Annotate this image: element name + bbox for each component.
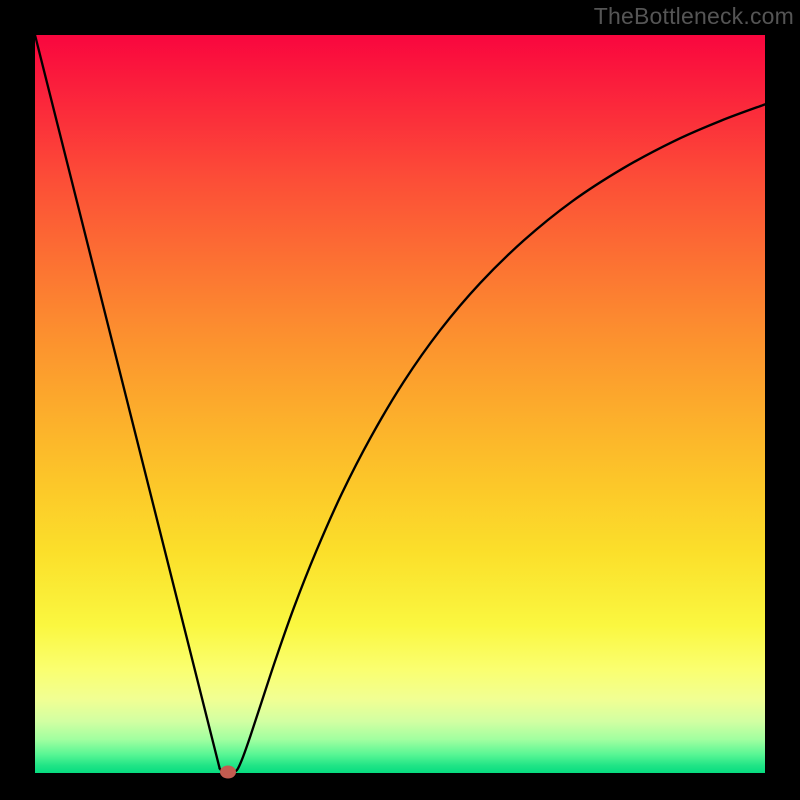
chart-plot-area (35, 35, 765, 773)
bottleneck-curve (35, 35, 765, 773)
watermark-text: TheBottleneck.com (594, 3, 794, 30)
curve-path (35, 35, 765, 773)
optimal-point-marker (220, 766, 236, 779)
